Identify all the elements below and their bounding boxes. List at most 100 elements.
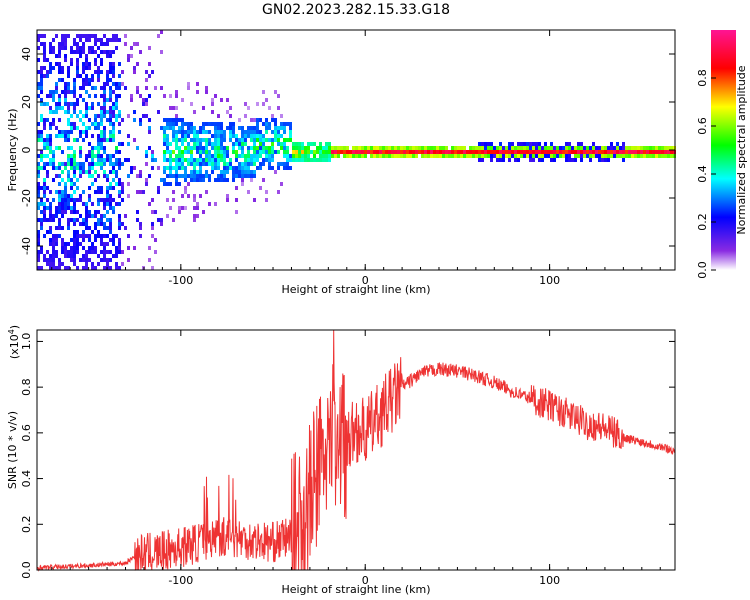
spectrogram-cell (499, 150, 502, 154)
spectrogram-cell (532, 158, 535, 162)
spectrogram-cell (127, 182, 130, 186)
spectrogram-cell (109, 226, 112, 230)
spectrogram-cell (253, 158, 256, 162)
spectrogram-cell (43, 162, 46, 166)
spectrogram-cell (61, 130, 64, 134)
spectrogram-cell (37, 238, 40, 242)
spectrogram-cell (37, 182, 40, 186)
spectrogram-cell (415, 150, 418, 154)
spectrogram-cell (214, 94, 217, 98)
spectrogram-cell (115, 262, 118, 266)
spectrogram-cell (235, 134, 238, 138)
spectrogram-cell (223, 130, 226, 134)
spectrogram-cell (73, 246, 76, 250)
spectrogram-cell (49, 126, 52, 130)
spectrogram-cell (400, 146, 403, 150)
spectrogram-cell (175, 114, 178, 118)
spectrogram-cell (163, 94, 166, 98)
snr-y-axis-label: SNR (10 * v/v) (6, 411, 19, 489)
spectrogram-cell (103, 110, 106, 114)
spectrogram-cell (97, 218, 100, 222)
spectrogram-cell (112, 34, 115, 38)
spectrogram-cell (49, 190, 52, 194)
spectrogram-cell (112, 206, 115, 210)
spectrogram-cell (91, 78, 94, 82)
spectrogram-cell (73, 206, 76, 210)
spectrogram-cell (244, 166, 247, 170)
spectrogram-cell (628, 154, 631, 158)
spectrogram-cell (331, 154, 334, 158)
spectrogram-cell (235, 210, 238, 214)
spectrogram-cell (73, 42, 76, 46)
spectrogram-cell (208, 138, 211, 142)
spectrogram-cell (292, 158, 295, 162)
spectrogram-cell (151, 234, 154, 238)
spectrogram-cell (229, 126, 232, 130)
spectrogram-cell (223, 146, 226, 150)
spectrogram-x-tick-label: 0 (362, 274, 369, 287)
spectrogram-cell (286, 150, 289, 154)
spectrogram-cell (199, 142, 202, 146)
spectrogram-cell (88, 246, 91, 250)
spectrogram-cell (91, 250, 94, 254)
spectrogram-cell (499, 154, 502, 158)
spectrogram-cell (43, 166, 46, 170)
spectrogram-cell (214, 122, 217, 126)
spectrogram-cell (76, 126, 79, 130)
spectrogram-cell (79, 214, 82, 218)
spectrogram-cell (280, 114, 283, 118)
spectrogram-cell (97, 222, 100, 226)
spectrogram-cell (301, 158, 304, 162)
spectrogram-cell (46, 174, 49, 178)
spectrogram-cell (70, 58, 73, 62)
spectrogram-cell (196, 82, 199, 86)
spectrogram-cell (37, 138, 40, 142)
spectrogram-cell (70, 166, 73, 170)
spectrogram-cell (289, 134, 292, 138)
spectrogram-cell (475, 154, 478, 158)
spectrogram-cell (193, 218, 196, 222)
spectrogram-cell (127, 194, 130, 198)
spectrogram-cell (271, 146, 274, 150)
spectrogram-cell (160, 218, 163, 222)
spectrogram-cell (589, 154, 592, 158)
spectrogram-cell (184, 134, 187, 138)
spectrogram-cell (523, 154, 526, 158)
spectrogram-cell (496, 154, 499, 158)
spectrogram-cell (550, 150, 553, 154)
spectrogram-cell (448, 150, 451, 154)
spectrogram-cell (181, 162, 184, 166)
spectrogram-cell (37, 234, 40, 238)
spectrogram-cell (94, 118, 97, 122)
spectrogram-cell (352, 154, 355, 158)
snr-x-tick-label: -100 (168, 574, 193, 587)
spectrogram-cell (82, 86, 85, 90)
spectrogram-cell (379, 146, 382, 150)
spectrogram-cell (85, 106, 88, 110)
spectrogram-cell (142, 98, 145, 102)
spectrogram-cell (130, 98, 133, 102)
spectrogram-cell (91, 122, 94, 126)
spectrogram-cell (430, 150, 433, 154)
spectrogram-cell (268, 158, 271, 162)
spectrogram-cell (70, 90, 73, 94)
spectrogram-cell (595, 146, 598, 150)
spectrogram-cell (586, 150, 589, 154)
spectrogram-cell (100, 142, 103, 146)
spectrogram-cell (61, 78, 64, 82)
spectrogram-cell (73, 150, 76, 154)
spectrogram-cell (445, 146, 448, 150)
spectrogram-cell (505, 154, 508, 158)
spectrogram-cell (487, 154, 490, 158)
spectrogram-cell (454, 150, 457, 154)
spectrogram-cell (37, 190, 40, 194)
spectrogram-cell (547, 146, 550, 150)
snr-y-scale-exponent: 4 (7, 329, 16, 334)
spectrogram-cell (100, 242, 103, 246)
spectrogram-cell (220, 170, 223, 174)
spectrogram-cell (127, 114, 130, 118)
spectrogram-cell (175, 154, 178, 158)
spectrogram-cell (202, 122, 205, 126)
snr-y-tick-label: 0.0 (20, 561, 33, 579)
